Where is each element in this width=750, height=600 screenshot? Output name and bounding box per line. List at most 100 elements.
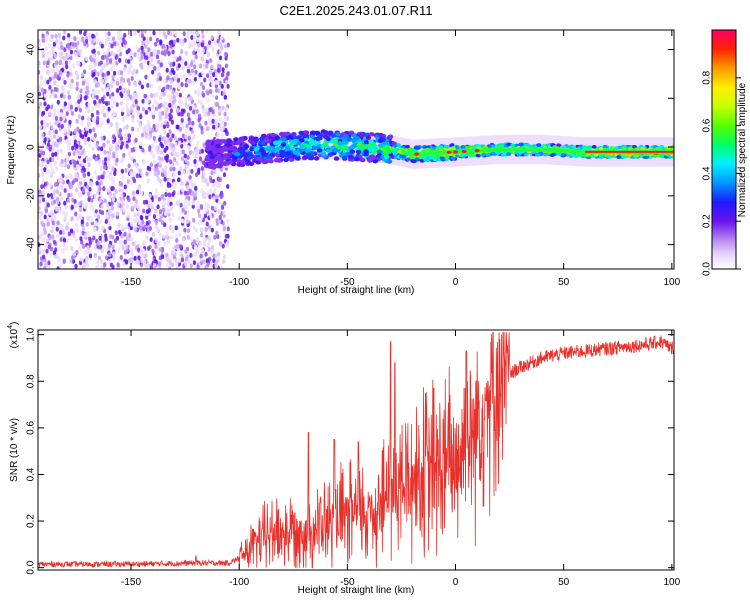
noise-speckle xyxy=(155,54,159,60)
noise-speckle xyxy=(169,84,173,90)
noise-speckle xyxy=(127,236,131,242)
noise-speckle xyxy=(177,215,181,221)
noise-speckle xyxy=(190,190,195,196)
noise-speckle xyxy=(200,227,204,232)
noise-speckle xyxy=(97,244,101,250)
noise-speckle xyxy=(182,31,186,37)
noise-speckle xyxy=(210,205,215,211)
noise-speckle xyxy=(56,134,60,140)
noise-speckle xyxy=(97,159,102,165)
noise-speckle xyxy=(87,102,91,107)
noise-speckle xyxy=(137,186,141,191)
noise-speckle xyxy=(38,108,42,114)
noise-speckle xyxy=(201,178,205,183)
noise-speckle xyxy=(67,94,71,100)
noise-speckle xyxy=(114,141,118,147)
ridge-blob xyxy=(496,143,501,148)
noise-speckle xyxy=(173,55,178,61)
noise-speckle xyxy=(187,169,192,175)
noise-speckle xyxy=(116,70,121,76)
noise-speckle xyxy=(106,70,111,76)
noise-speckle xyxy=(118,57,122,63)
noise-speckle xyxy=(157,72,161,78)
noise-speckle xyxy=(165,230,169,236)
noise-speckle xyxy=(53,73,57,79)
noise-speckle xyxy=(169,108,174,114)
noise-speckle xyxy=(95,264,99,269)
noise-speckle xyxy=(197,99,201,105)
noise-speckle xyxy=(141,49,145,55)
noise-speckle xyxy=(137,247,141,253)
noise-speckle xyxy=(91,53,96,59)
noise-speckle xyxy=(124,136,129,142)
noise-speckle xyxy=(170,262,175,268)
noise-speckle xyxy=(223,111,227,117)
noise-speckle xyxy=(149,265,154,269)
noise-speckle xyxy=(87,162,91,168)
noise-speckle xyxy=(109,234,113,239)
noise-speckle xyxy=(96,82,100,87)
noise-speckle xyxy=(167,197,171,203)
noise-speckle xyxy=(166,262,170,268)
noise-speckle xyxy=(64,205,68,210)
noise-speckle xyxy=(40,120,44,125)
noise-speckle xyxy=(105,60,109,66)
noise-speckle xyxy=(132,176,136,182)
noise-speckle xyxy=(163,170,167,175)
noise-speckle xyxy=(186,68,191,74)
noise-speckle xyxy=(49,68,54,73)
noise-speckle xyxy=(142,199,147,205)
noise-speckle xyxy=(208,40,212,46)
noise-speckle xyxy=(42,191,46,196)
noise-speckle xyxy=(86,216,90,221)
ridge-blob xyxy=(239,162,246,168)
noise-speckle xyxy=(107,221,111,226)
noise-speckle xyxy=(51,234,55,240)
noise-speckle xyxy=(135,173,139,179)
ridge-blob xyxy=(248,154,255,160)
noise-speckle xyxy=(184,50,188,56)
noise-speckle xyxy=(158,76,163,82)
noise-speckle xyxy=(171,89,175,95)
noise-speckle xyxy=(158,85,162,91)
ridge-blob xyxy=(215,143,221,149)
ridge-blob xyxy=(349,149,356,154)
noise-speckle xyxy=(59,263,63,269)
noise-speckle xyxy=(93,133,97,138)
noise-speckle xyxy=(45,116,49,122)
noise-speckle xyxy=(141,219,145,225)
noise-speckle xyxy=(41,160,45,166)
noise-speckle xyxy=(168,116,172,122)
noise-speckle xyxy=(38,199,42,205)
noise-speckle xyxy=(86,230,90,236)
noise-speckle xyxy=(66,72,70,78)
noise-speckle xyxy=(142,208,146,214)
noise-speckle xyxy=(130,237,134,243)
noise-speckle xyxy=(73,134,77,140)
noise-speckle xyxy=(146,178,150,184)
ridge-blob xyxy=(654,147,660,151)
ridge-blob xyxy=(280,142,287,147)
ridge-peak xyxy=(453,150,459,154)
noise-speckle xyxy=(70,204,74,210)
noise-speckle xyxy=(143,59,148,65)
noise-speckle xyxy=(120,141,124,147)
noise-speckle xyxy=(112,134,116,139)
noise-speckle xyxy=(154,171,158,177)
noise-speckle xyxy=(197,113,202,119)
noise-speckle xyxy=(76,126,80,132)
noise-speckle xyxy=(166,75,170,81)
ridge-blob xyxy=(354,136,360,141)
noise-speckle xyxy=(152,30,156,36)
ridge-blob xyxy=(210,162,216,168)
noise-speckle xyxy=(133,162,137,167)
noise-speckle xyxy=(158,247,162,252)
noise-speckle xyxy=(185,123,189,129)
ridge-blob xyxy=(383,144,390,150)
noise-speckle xyxy=(226,226,230,232)
spectrogram-panel: -150 -100 -50 0 50 100 -40 -20 0 20 40 Height of … xyxy=(6,29,681,296)
ridge-blob xyxy=(341,140,348,145)
noise-speckle xyxy=(215,95,219,101)
noise-speckle xyxy=(91,146,95,152)
noise-speckle xyxy=(222,254,227,260)
